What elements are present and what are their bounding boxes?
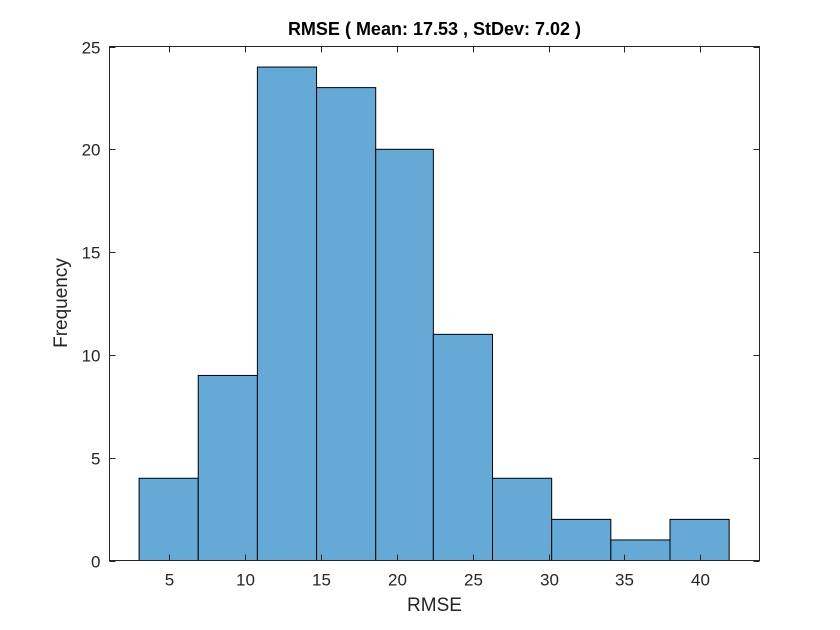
- x-tick-label: 5: [165, 571, 174, 590]
- histogram-bar: [138, 477, 199, 562]
- histogram-bar: [256, 66, 318, 561]
- histogram-bar: [610, 539, 671, 562]
- histogram-bar: [492, 477, 553, 562]
- axes: 5 10 15 20 25 30 35 40 0 5 10 15 20 25: [82, 39, 760, 590]
- histogram-bar: [669, 518, 730, 562]
- y-tick-label: 15: [82, 244, 101, 263]
- histogram-bar: [197, 374, 258, 561]
- x-tick-label: 25: [464, 571, 483, 590]
- histogram-bar: [551, 518, 612, 562]
- x-tick-label: 10: [236, 571, 255, 590]
- histogram-bar: [316, 87, 377, 562]
- y-tick-label: 10: [82, 347, 101, 366]
- x-tick-label: 30: [540, 571, 559, 590]
- histogram-bars: [138, 66, 730, 562]
- y-tick-label: 5: [91, 450, 100, 469]
- x-axis-label: RMSE: [407, 595, 462, 616]
- axes-box: [109, 46, 760, 561]
- x-tick-label: 20: [388, 571, 407, 590]
- chart-title: RMSE ( Mean: 17.53 , StDev: 7.02 ): [287, 19, 582, 39]
- y-tick-label: 25: [82, 39, 101, 58]
- y-tick-label: 0: [91, 553, 100, 572]
- y-tick-label: 20: [82, 141, 101, 160]
- x-tick-label: 40: [691, 571, 710, 590]
- histogram-bar: [432, 333, 494, 561]
- x-tick-label: 15: [312, 571, 331, 590]
- histogram-bar: [375, 148, 434, 562]
- x-tick-label: 35: [615, 571, 634, 590]
